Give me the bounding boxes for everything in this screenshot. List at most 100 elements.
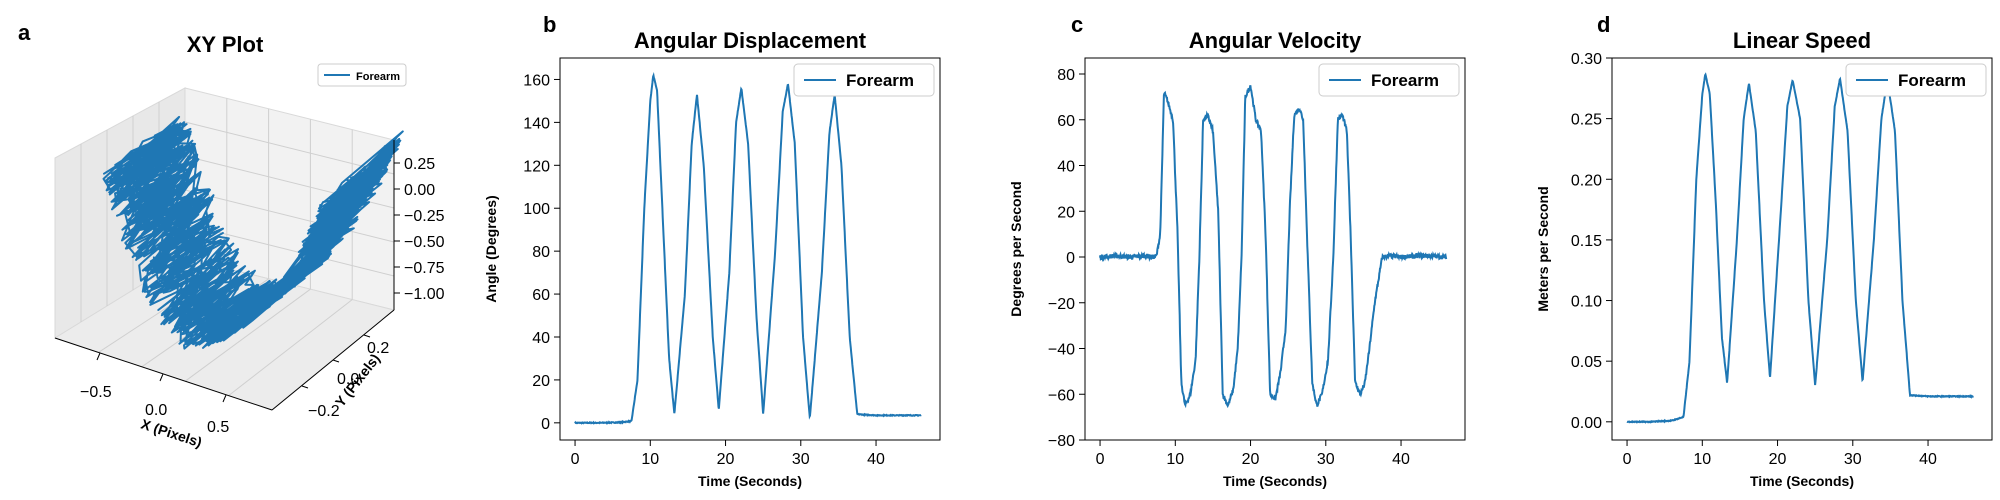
- x-axis-label: Time (Seconds): [1223, 473, 1327, 489]
- angular-velocity-title: Angular Velocity: [1189, 28, 1362, 53]
- y-tick-label: 0: [1066, 250, 1075, 267]
- x-tick-label: 30: [792, 451, 810, 468]
- xy-z-ticks: 0.25 0.00 −0.25 −0.50 −0.75 −1.00: [394, 156, 445, 303]
- y-tick-label: −40: [1048, 342, 1075, 359]
- pane-grid-line: [184, 121, 395, 175]
- legend-label: Forearm: [1371, 71, 1439, 90]
- x-tick-label: 20: [1242, 451, 1260, 468]
- x-axis-label: Time (Seconds): [698, 473, 802, 489]
- z-tick-label: −0.25: [404, 208, 445, 225]
- x-tick-label: 0: [571, 451, 580, 468]
- angular-displacement-panel: b Angular Displacement Time (Seconds) An…: [483, 12, 941, 489]
- x-tick-label: 0.0: [145, 402, 167, 419]
- x-tick-label: 30: [1844, 451, 1862, 468]
- y-tick-label: 60: [532, 287, 550, 304]
- y-tick-label: −20: [1048, 296, 1075, 313]
- legend: Forearm: [1845, 63, 1987, 97]
- y-tick-label: 20: [532, 373, 550, 390]
- z-tick-label: 0.25: [404, 156, 435, 173]
- axis-ticks: 0 10 20 30 40 0 20 40 60 80 100 120 140 160: [523, 72, 885, 468]
- axis-ticks: 0 10 20 30 40 −80 −60 −40 −20 0 20 40 60 80: [1048, 67, 1410, 468]
- y-tick-label: 40: [1057, 159, 1075, 176]
- angular-velocity-panel: c Angular Velocity Time (Seconds) Degree…: [1008, 12, 1466, 489]
- x-tick-label: 20: [717, 451, 735, 468]
- y-tick-label: 0.2: [367, 340, 389, 357]
- x-tick-label: 0.5: [207, 419, 229, 436]
- y-axis-label: Angle (Degrees): [483, 195, 499, 302]
- forearm-3d-trajectory: [102, 115, 404, 350]
- y-tick-label: 20: [1057, 204, 1075, 221]
- plot-frame: [1611, 57, 1993, 441]
- y-tick-label: 80: [532, 244, 550, 261]
- y-tick-label: 80: [1057, 67, 1075, 84]
- z-tick-label: 0.00: [404, 182, 435, 199]
- xy-plot-panel: a XY Plot −0.5 0.0 0.5 X (Pixels) −0.2 0…: [18, 20, 445, 450]
- plot-frame: [559, 57, 941, 441]
- y-tick-label: 0.0: [337, 371, 359, 388]
- legend-box: [793, 63, 935, 97]
- x-tick-label: 10: [1693, 451, 1711, 468]
- x-tick-label: 40: [867, 451, 885, 468]
- panel-label-b: b: [543, 12, 556, 37]
- xy-y-ticks: −0.2 0.0 0.2: [301, 334, 389, 420]
- angular-displacement-title: Angular Displacement: [634, 28, 867, 53]
- x-tick-label: 0: [1623, 451, 1632, 468]
- xy-legend: Forearm: [317, 63, 407, 87]
- y-tick-label: 0.20: [1571, 172, 1602, 189]
- y-tick-label: 0.25: [1571, 112, 1602, 129]
- x-tick-label: 20: [1769, 451, 1787, 468]
- y-tick-label: 140: [523, 115, 550, 132]
- y-tick-label: 160: [523, 72, 550, 89]
- legend-label: Forearm: [356, 71, 400, 83]
- legend-box: [1318, 63, 1460, 97]
- pane-grid-line: [184, 288, 311, 382]
- axis-ticks: 0 10 20 30 40 0.00 0.05 0.10 0.15 0.20 0.25 0.30: [1571, 51, 1937, 468]
- z-tick-label: −0.75: [404, 260, 445, 277]
- x-axis-label: Time (Seconds): [1750, 473, 1854, 489]
- y-tick-label: 100: [523, 201, 550, 218]
- x-tick-label: 30: [1317, 451, 1335, 468]
- y-tick-label: 40: [532, 330, 550, 347]
- linear-speed-title: Linear Speed: [1733, 28, 1871, 53]
- legend: Forearm: [793, 63, 935, 97]
- panel-label-a: a: [18, 20, 31, 45]
- x-axis-label: X (Pixels): [139, 416, 204, 451]
- panel-label-d: d: [1597, 12, 1610, 37]
- y-tick-label: 0.10: [1571, 294, 1602, 311]
- plot-frame: [1084, 57, 1466, 441]
- x-tick-label: 40: [1919, 451, 1937, 468]
- legend-box: [317, 63, 407, 87]
- pane-grid-line: [184, 223, 395, 277]
- xy-x-ticks: −0.5 0.0 0.5: [80, 352, 229, 436]
- y-tick-label: 0.15: [1571, 233, 1602, 250]
- z-tick-label: −0.50: [404, 234, 445, 251]
- xy-plot-title: XY Plot: [187, 32, 264, 57]
- panel-label-c: c: [1071, 12, 1083, 37]
- x-axis-line: [54, 337, 273, 411]
- forearm-series-line: [574, 71, 922, 425]
- pane-grid-line: [184, 189, 395, 243]
- x-tick-label: 10: [641, 451, 659, 468]
- y-tick-label: 0.00: [1571, 415, 1602, 432]
- y-tick-label: 0.30: [1571, 51, 1602, 68]
- z-tick-label: −1.00: [404, 286, 445, 303]
- legend-label: Forearm: [1898, 71, 1966, 90]
- forearm-series-line: [1099, 85, 1448, 409]
- linear-speed-panel: d Linear Speed Time (Seconds) Meters per…: [1535, 12, 1993, 489]
- y-tick-label: 120: [523, 158, 550, 175]
- x-tick-label: 10: [1166, 451, 1184, 468]
- y-tick-label: −0.2: [308, 403, 340, 420]
- pane-grid-line: [228, 299, 353, 396]
- forearm-series-line: [1626, 72, 1974, 424]
- y-tick-label: 0.05: [1571, 354, 1602, 371]
- x-tick-label: −0.5: [80, 384, 112, 401]
- y-axis-label: Meters per Second: [1535, 186, 1551, 311]
- legend-label: Forearm: [846, 71, 914, 90]
- x-tick-label: 0: [1096, 451, 1105, 468]
- y-tick-label: 0: [541, 416, 550, 433]
- y-tick-label: −60: [1048, 387, 1075, 404]
- y-tick-label: 60: [1057, 113, 1075, 130]
- y-tick-label: −80: [1048, 433, 1075, 450]
- x-tick-label: 40: [1392, 451, 1410, 468]
